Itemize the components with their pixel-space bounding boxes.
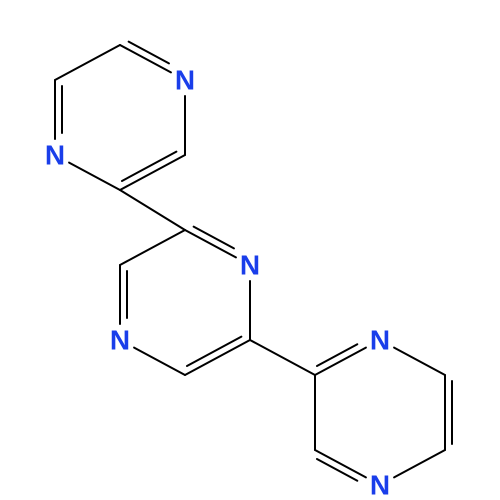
bond xyxy=(394,348,445,375)
bond xyxy=(185,340,250,375)
bond xyxy=(315,348,366,375)
bond xyxy=(120,155,185,190)
bond xyxy=(134,348,185,375)
atom-label-N: N xyxy=(45,140,65,171)
bond xyxy=(69,163,120,190)
bond xyxy=(122,152,176,181)
bond xyxy=(185,230,236,257)
bond xyxy=(187,337,241,366)
atom-label-N: N xyxy=(370,325,390,356)
bond xyxy=(120,45,171,72)
bond xyxy=(120,230,185,265)
bond xyxy=(315,450,366,477)
bond xyxy=(55,45,120,80)
bond xyxy=(394,450,445,477)
bond xyxy=(250,340,315,375)
bond xyxy=(120,190,185,230)
atom-label-N: N xyxy=(240,250,260,281)
atom-label-N: N xyxy=(110,325,130,356)
atom-label-N: N xyxy=(370,470,390,500)
molecule-diagram: N N N N N N xyxy=(0,0,500,500)
atom-label-N: N xyxy=(175,65,195,96)
